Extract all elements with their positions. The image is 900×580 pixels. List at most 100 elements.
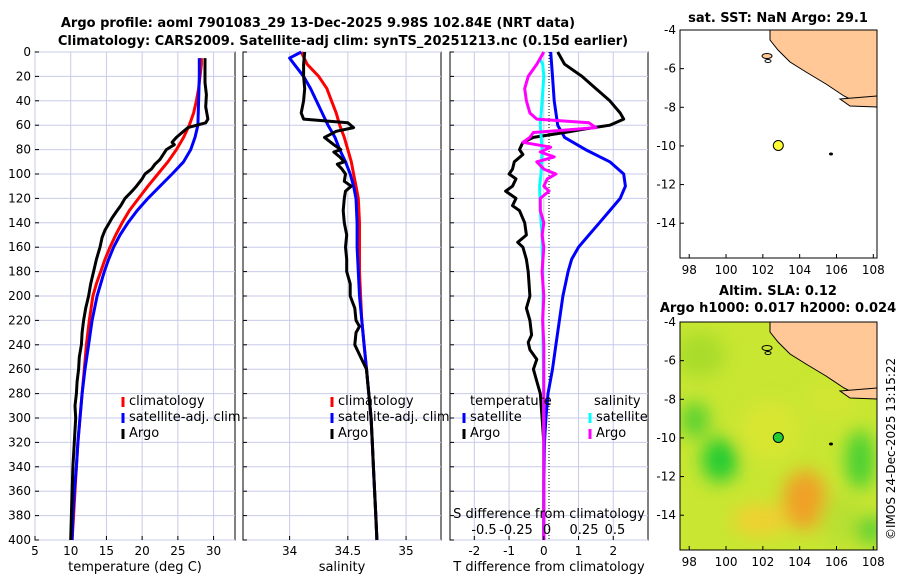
x-tick-label: 15 bbox=[99, 544, 114, 558]
temperature-lines bbox=[69, 58, 210, 541]
legend-label-argo: Argo bbox=[129, 426, 159, 441]
island bbox=[761, 345, 773, 351]
y-tick-label: 240 bbox=[8, 338, 31, 352]
salinity-lines bbox=[288, 50, 379, 541]
s-difference-ticks: -0.5 -0.25 0 0.25 0.5 bbox=[471, 523, 625, 538]
temperature-legend: climatology satellite-adj. clim Argo bbox=[121, 394, 241, 441]
map-y-tick-label: -10 bbox=[656, 431, 676, 445]
island bbox=[761, 53, 773, 59]
s-tick-label: -0.25 bbox=[499, 523, 533, 538]
s-tick-label: 0 bbox=[543, 523, 551, 538]
temperature-ticks: 0 20 40 60 80 100 120 140 160 180 200 220 240 260 280 3… bbox=[8, 45, 221, 558]
map-x-tick-label: 98 bbox=[682, 263, 697, 277]
sst-map-panel: sat. SST: NaN Argo: 29.1 98 100 102 104 106 1… bbox=[656, 11, 884, 277]
christmas-island bbox=[829, 442, 833, 446]
map-y-tick-label: -8 bbox=[664, 392, 676, 406]
x-tick-label: 30 bbox=[206, 544, 221, 558]
java-landmass bbox=[838, 387, 877, 400]
x-tick-label: -1 bbox=[503, 544, 515, 558]
map-y-tick-label: -4 bbox=[664, 23, 676, 37]
legend-label-s-argo: Argo bbox=[596, 426, 626, 441]
series-line-argo bbox=[299, 51, 379, 541]
x-tick-label: 20 bbox=[135, 544, 150, 558]
legend-label-t-argo: Argo bbox=[470, 426, 500, 441]
temperature-xlabel: temperature (deg C) bbox=[68, 560, 202, 575]
imos-watermark: ©IMOS 24-Dec-2025 13:15:22 bbox=[884, 358, 898, 540]
s-tick-label: 0.5 bbox=[605, 523, 626, 538]
map-y-tick-label: -4 bbox=[664, 315, 676, 329]
map-x-tick-label: 100 bbox=[715, 263, 738, 277]
y-tick-label: 340 bbox=[8, 460, 31, 474]
s-difference-label: S difference from climatology bbox=[453, 507, 645, 522]
salinity-xlabel: salinity bbox=[319, 560, 366, 575]
java-landmass bbox=[838, 95, 877, 108]
series-line-salinity-argo bbox=[521, 51, 598, 540]
x-tick-label: 10 bbox=[63, 544, 78, 558]
s-tick-label: 0.25 bbox=[570, 523, 599, 538]
argo-position-marker bbox=[772, 140, 784, 151]
y-tick-label: 280 bbox=[8, 387, 31, 401]
series-line-temperature-satellite bbox=[542, 51, 627, 540]
title-line1: Argo profile: aoml 7901083_29 13-Dec-202… bbox=[61, 16, 575, 31]
y-tick-label: 160 bbox=[8, 240, 31, 254]
title-line2: Climatology: CARS2009. Satellite-adj cli… bbox=[58, 34, 628, 49]
x-tick-label: 34.5 bbox=[334, 544, 361, 558]
y-tick-label: 360 bbox=[8, 484, 31, 498]
map-x-tick-label: 104 bbox=[788, 555, 811, 569]
map-y-tick-label: -14 bbox=[656, 216, 676, 230]
sst-map-frame bbox=[679, 29, 878, 259]
y-tick-label: 200 bbox=[8, 289, 31, 303]
x-tick-label: 2 bbox=[609, 544, 617, 558]
salinity-grid bbox=[243, 51, 441, 541]
christmas-island bbox=[829, 152, 833, 156]
y-tick-label: 220 bbox=[8, 313, 31, 327]
legend-label-t-satellite: satellite bbox=[470, 410, 522, 425]
map-y-tick-label: -14 bbox=[656, 508, 676, 522]
x-tick-label: 1 bbox=[575, 544, 583, 558]
map-x-tick-label: 106 bbox=[825, 555, 848, 569]
map-x-tick-label: 108 bbox=[862, 555, 885, 569]
map-x-tick-label: 98 bbox=[682, 555, 697, 569]
legend-title-temperature: temperature bbox=[470, 394, 552, 409]
map-y-tick-label: -6 bbox=[664, 62, 676, 76]
y-tick-label: 100 bbox=[8, 167, 31, 181]
sumatra-landmass bbox=[769, 322, 877, 400]
x-tick-label: -2 bbox=[468, 544, 480, 558]
temperature-grid bbox=[34, 51, 235, 541]
sumatra-landmass bbox=[769, 30, 877, 108]
y-tick-label: 300 bbox=[8, 411, 31, 425]
map-x-tick-label: 100 bbox=[715, 555, 738, 569]
temperature-panel: 0 20 40 60 80 100 120 140 160 180 200 220 240 260 280 3… bbox=[8, 45, 241, 575]
s-tick-label: -0.5 bbox=[471, 523, 496, 538]
salinity-legend: climatology satellite-adj. clim Argo bbox=[330, 394, 450, 441]
y-tick-label: 140 bbox=[8, 216, 31, 230]
series-line-argo bbox=[69, 58, 210, 541]
map-x-tick-label: 102 bbox=[751, 555, 774, 569]
difference-legend: temperature satellite Argo salinity sate… bbox=[462, 394, 648, 441]
difference-grid bbox=[450, 51, 648, 541]
legend-label-satellite-clim: satellite-adj. clim bbox=[338, 410, 450, 425]
legend-label-climatology: climatology bbox=[129, 394, 205, 409]
y-tick-label: 20 bbox=[16, 69, 31, 83]
map-x-tick-label: 102 bbox=[751, 263, 774, 277]
island bbox=[764, 351, 772, 355]
sla-map-title-line1: Altim. SLA: 0.12 bbox=[719, 284, 837, 299]
sst-map-land bbox=[761, 30, 877, 156]
difference-xlabel: T difference from climatology bbox=[452, 560, 645, 575]
salinity-ticks: 34 34.5 35 bbox=[243, 51, 414, 558]
argo-position-marker bbox=[772, 432, 784, 443]
sla-map-title-line2: Argo h1000: 0.017 h2000: 0.024 bbox=[660, 301, 896, 316]
sla-map-panel: Altim. SLA: 0.12 Argo h1000: 0.017 h2000… bbox=[656, 284, 896, 569]
map-x-tick-label: 108 bbox=[862, 263, 885, 277]
legend-label-s-satellite: satellite bbox=[596, 410, 648, 425]
sla-map-frame bbox=[679, 321, 878, 551]
x-tick-label: 25 bbox=[170, 544, 185, 558]
map-y-tick-label: -6 bbox=[664, 354, 676, 368]
x-tick-label: 35 bbox=[398, 544, 413, 558]
legend-label-climatology: climatology bbox=[338, 394, 414, 409]
x-tick-label: 34 bbox=[282, 544, 297, 558]
x-tick-label: 5 bbox=[31, 544, 39, 558]
y-tick-label: 40 bbox=[16, 94, 31, 108]
island bbox=[764, 59, 772, 63]
